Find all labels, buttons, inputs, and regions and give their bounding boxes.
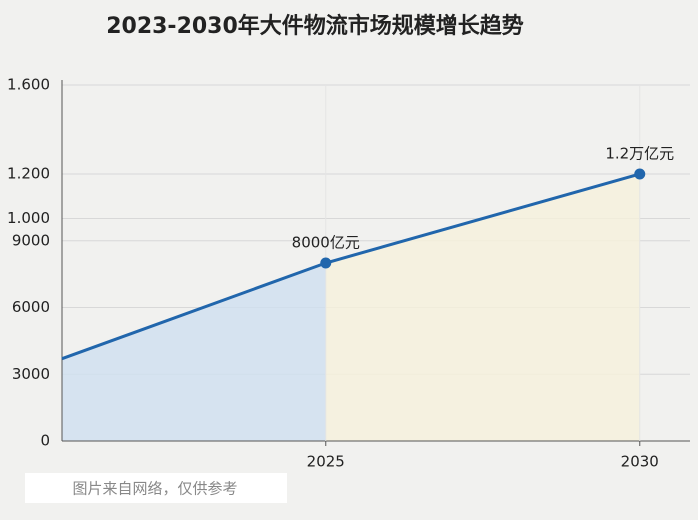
chart-title: 2023-2030年大件物流市场规模增长趋势	[106, 13, 524, 39]
y-tick-label: 1.200	[7, 165, 50, 183]
watermark: 图片来自网络，仅供参考	[72, 480, 237, 498]
y-tick-label: 6000	[12, 298, 50, 316]
area	[62, 263, 326, 441]
point	[320, 257, 332, 269]
y-tick-label: 0	[40, 432, 50, 450]
data-label: 1.2万亿元	[605, 145, 674, 163]
point	[634, 168, 646, 180]
y-tick-label: 3000	[12, 365, 50, 383]
data-label: 8000亿元	[292, 234, 360, 252]
watermark-box	[25, 473, 287, 503]
y-tick-label: 1.600	[7, 76, 50, 94]
y-tick-label: 9000	[12, 231, 50, 249]
y-tick-label: 1.000	[7, 209, 50, 227]
x-tick-label: 2030	[621, 453, 659, 471]
x-tick-label: 2025	[307, 453, 345, 471]
